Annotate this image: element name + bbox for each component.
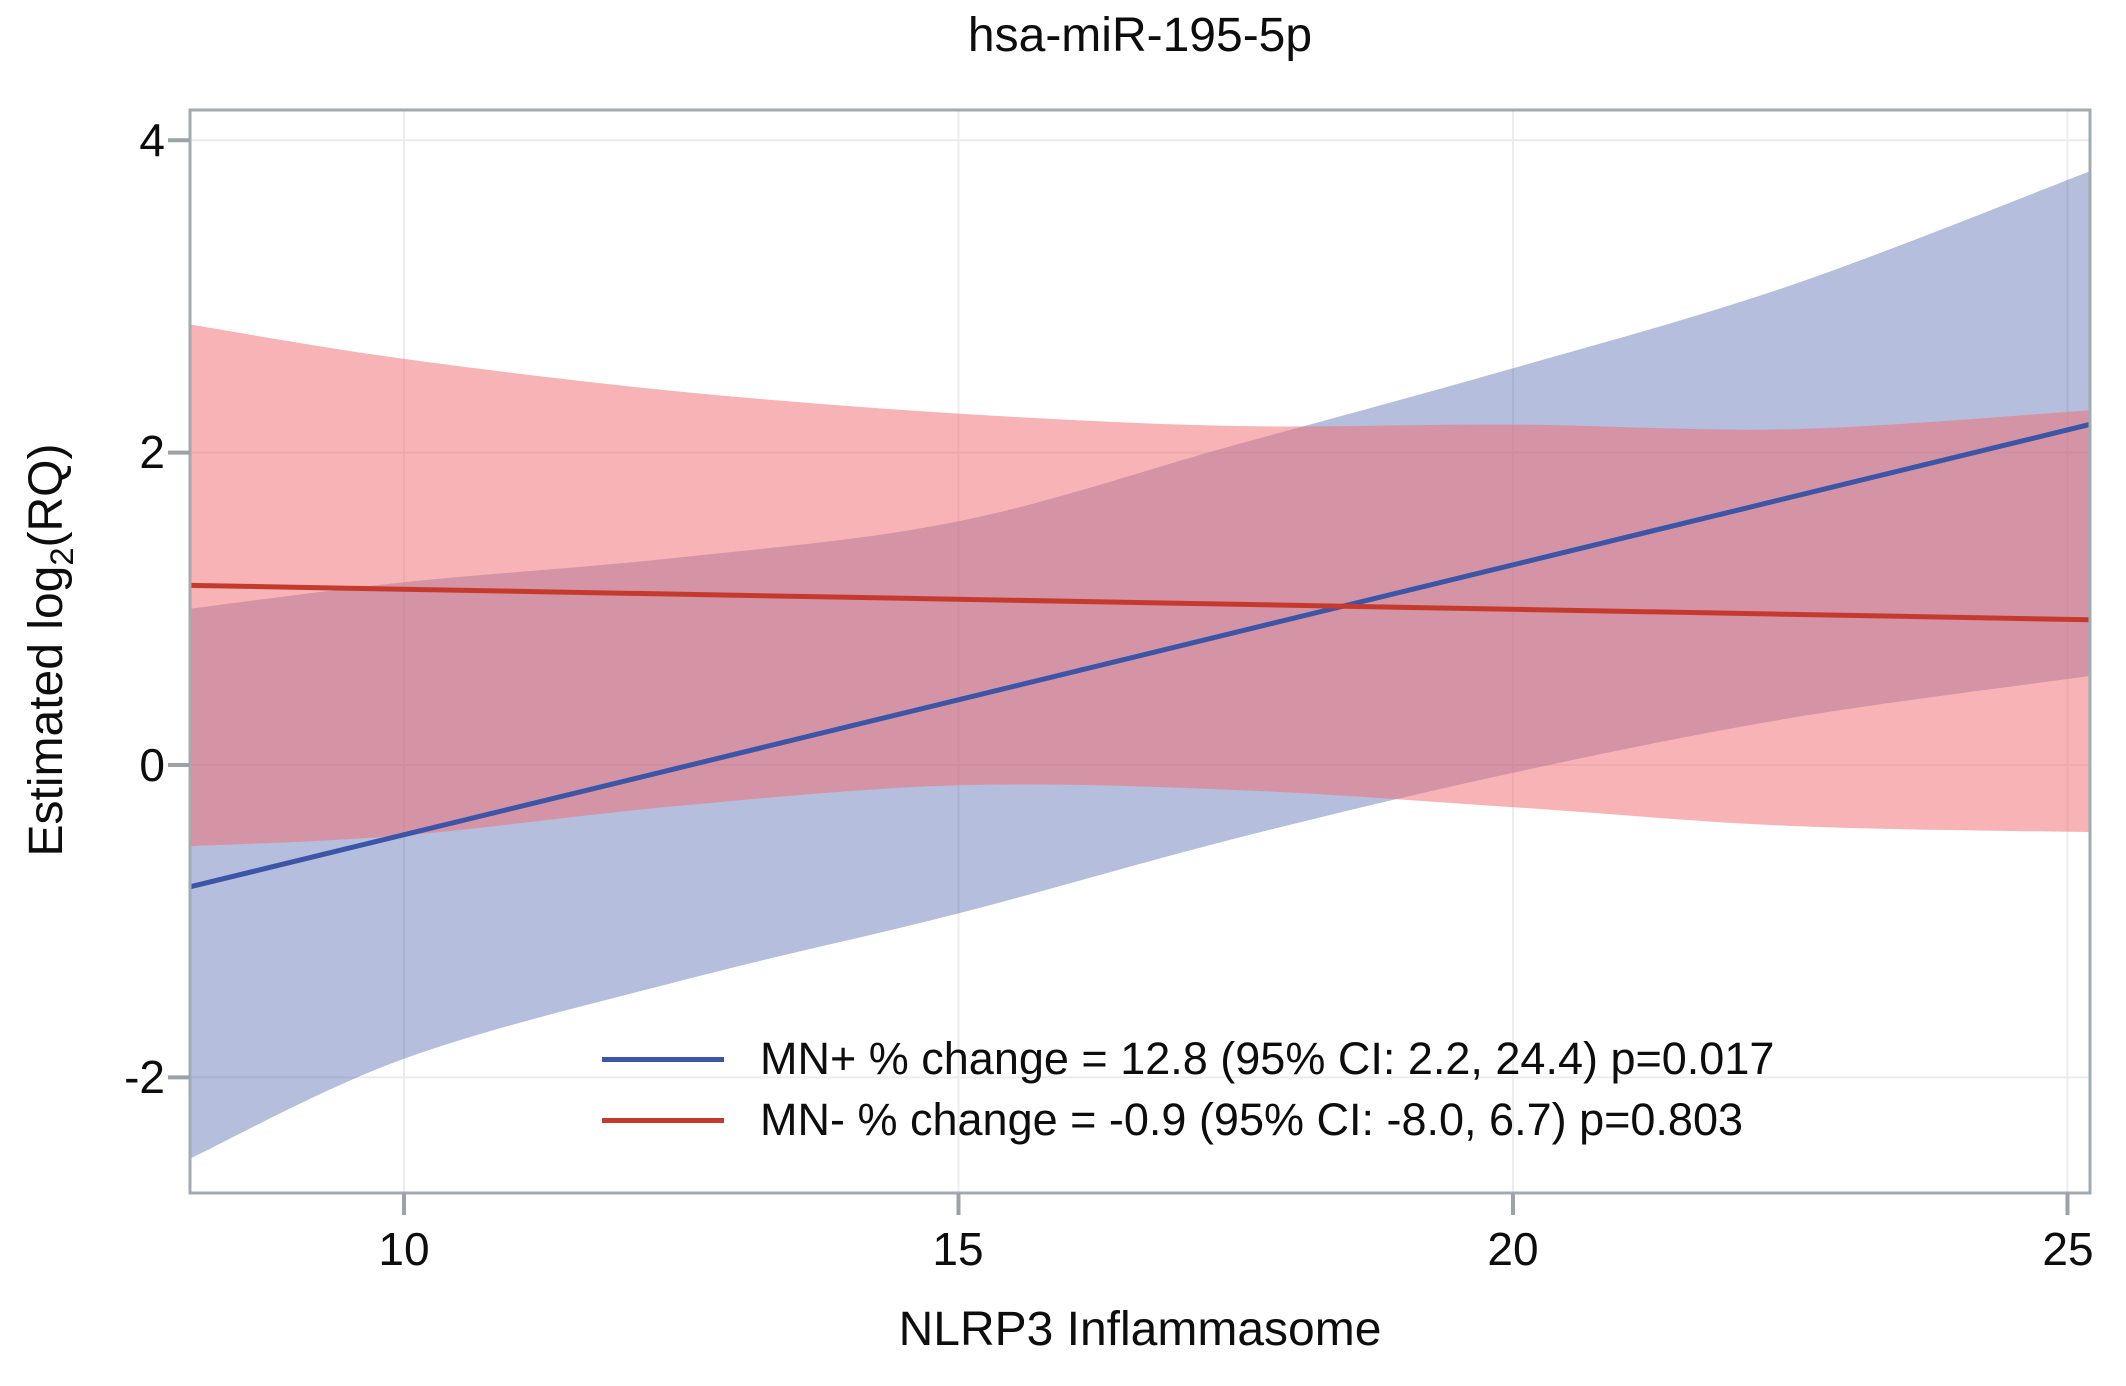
y-tick-label-4: 4 [139,114,165,166]
y-axis-label: Estimated log2(RQ) [19,444,81,857]
x-axis-label: NLRP3 Inflammasome [898,1303,1382,1356]
legend-item-mn-minus: MN- % change = -0.9 (95% CI: -8.0, 6.7) … [602,1093,1774,1147]
legend-label-mn-minus: MN- % change = -0.9 (95% CI: -8.0, 6.7) … [760,1094,1744,1145]
x-tick-label-10: 10 [378,1223,430,1275]
regression-lines [190,422,2090,890]
y-axis-label-subscript: 2 [42,547,80,566]
ci-bands [190,171,2090,1159]
regression-line-mn-minus [190,582,2090,623]
plot-frame [188,108,2092,1195]
ci-band-mn-minus [190,324,2090,847]
legend: MN+ % change = 12.8 (95% CI: 2.2, 24.4) … [602,1032,1774,1147]
legend-line-swatch-mn-plus [602,1056,724,1062]
y-tick-label-0: 0 [139,739,165,791]
regression-line-mn-plus [190,422,2090,890]
legend-item-mn-plus: MN+ % change = 12.8 (95% CI: 2.2, 24.4) … [602,1032,1774,1086]
legend-line-swatch-mn-minus [602,1117,724,1123]
x-tick-label-20: 20 [1487,1223,1539,1275]
tick-marks [168,138,2070,1215]
x-tick-label-25: 25 [2042,1223,2094,1275]
y-tick-label-2: 2 [139,426,165,478]
chart-title: hsa-miR-195-5p [967,9,1313,62]
x-tick-label-15: 15 [932,1223,984,1275]
y-axis-label-prefix: Estimated log [20,565,74,857]
y-tick-label-neg2: -2 [124,1051,165,1103]
legend-label-mn-plus: MN+ % change = 12.8 (95% CI: 2.2, 24.4) … [760,1033,1775,1084]
